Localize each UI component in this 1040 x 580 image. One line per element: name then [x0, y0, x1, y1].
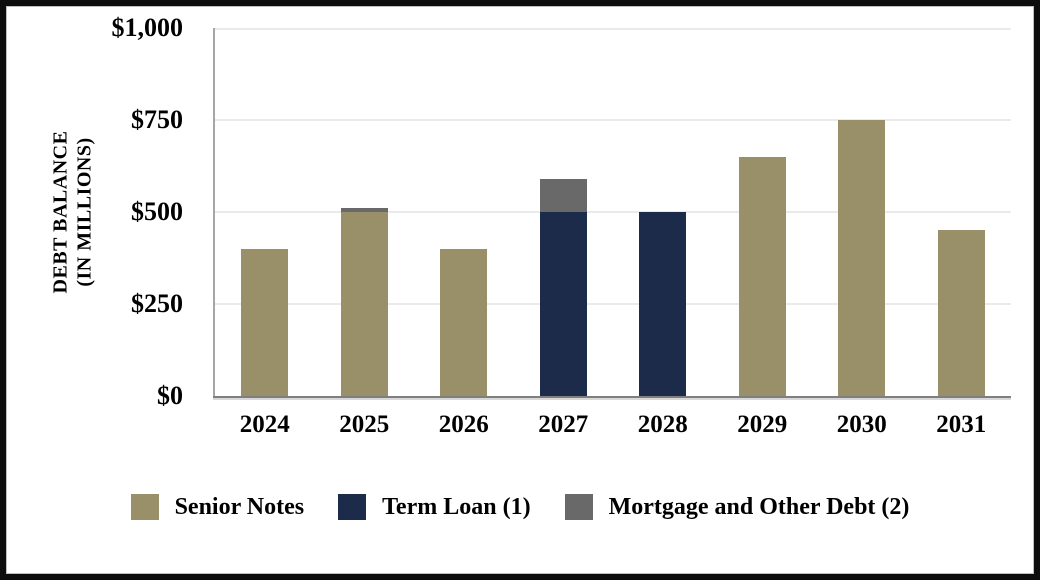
bar-slot-2029	[713, 28, 813, 396]
bar-slot-2031	[912, 28, 1012, 396]
bars-layer	[215, 28, 1011, 396]
bar-slot-2027	[514, 28, 614, 396]
x-tick-label-2025: 2025	[339, 411, 390, 438]
bar-slot-2026	[414, 28, 514, 396]
bar-2028	[639, 212, 687, 396]
bar-segment-mortgage-and-other-debt-2-2025	[340, 208, 388, 212]
bar-slot-2030	[812, 28, 912, 396]
bar-2027	[539, 178, 587, 396]
bar-slot-2024	[215, 28, 315, 396]
bar-2026	[440, 248, 488, 396]
y-tick-label-750: $750	[131, 105, 183, 134]
y-tick-label-0: $0	[157, 381, 183, 410]
y-axis-line	[213, 28, 215, 396]
bar-segment-senior-notes-2030	[838, 120, 886, 396]
gridline-750	[215, 119, 1011, 121]
legend-label-senior-notes: Senior Notes	[174, 494, 305, 520]
gridline-500	[215, 211, 1011, 213]
bar-segment-mortgage-and-other-debt-2-2027	[539, 178, 587, 212]
x-tick-label-2028: 2028	[637, 411, 688, 438]
bar-2025	[340, 208, 388, 396]
bar-segment-senior-notes-2024	[241, 248, 289, 396]
x-tick-label-2029: 2029	[737, 411, 788, 438]
y-tick-label-250: $250	[131, 289, 183, 318]
legend: Senior Notes Term Loan (1) Mortgage and Ot…	[6, 492, 1034, 522]
bar-segment-term-loan-1-2027	[539, 212, 587, 396]
legend-item-senior-notes: Senior Notes	[130, 492, 305, 522]
x-tick-label-2031: 2031	[936, 411, 987, 438]
bar-segment-senior-notes-2025	[340, 212, 388, 396]
gridline-1000	[215, 28, 1011, 30]
legend-item-term-loan-1: Term Loan (1)	[338, 492, 531, 522]
legend-swatch-senior-notes	[130, 494, 159, 520]
bar-slot-2025	[315, 28, 415, 396]
bar-2030	[838, 120, 886, 396]
x-axis-line	[213, 396, 1011, 398]
bar-segment-senior-notes-2026	[440, 248, 488, 396]
x-tick-label-2026: 2026	[438, 411, 489, 438]
x-tick-label-2024: 2024	[239, 411, 290, 438]
x-tick-label-2027: 2027	[538, 411, 589, 438]
x-axis-labels: 2024 2025 2026 2027 2028 2029 2030 2031	[215, 410, 1011, 440]
bar-2024	[241, 248, 289, 396]
bar-2029	[738, 156, 786, 396]
y-tick-label-1000: $1,000	[111, 13, 184, 42]
legend-swatch-mortgage-and-other-debt-2	[564, 494, 593, 520]
bar-segment-senior-notes-2031	[937, 230, 985, 396]
bar-segment-senior-notes-2029	[738, 156, 786, 396]
legend-label-mortgage-and-other-debt-2: Mortgage and Other Debt (2)	[608, 494, 910, 520]
plot-area	[213, 28, 1011, 398]
legend-label-term-loan-1: Term Loan (1)	[382, 494, 531, 520]
legend-item-mortgage-and-other-debt-2: Mortgage and Other Debt (2)	[564, 492, 910, 522]
legend-swatch-term-loan-1	[338, 494, 367, 520]
bar-segment-term-loan-1-2028	[639, 212, 687, 396]
bar-2031	[937, 230, 985, 396]
y-tick-label-500: $500	[131, 197, 183, 226]
y-axis-tick-labels: $0 $250 $500 $750 $1,000	[6, 6, 184, 426]
x-tick-label-2030: 2030	[836, 411, 887, 438]
gridline-250	[215, 303, 1011, 305]
bar-slot-2028	[613, 28, 713, 396]
